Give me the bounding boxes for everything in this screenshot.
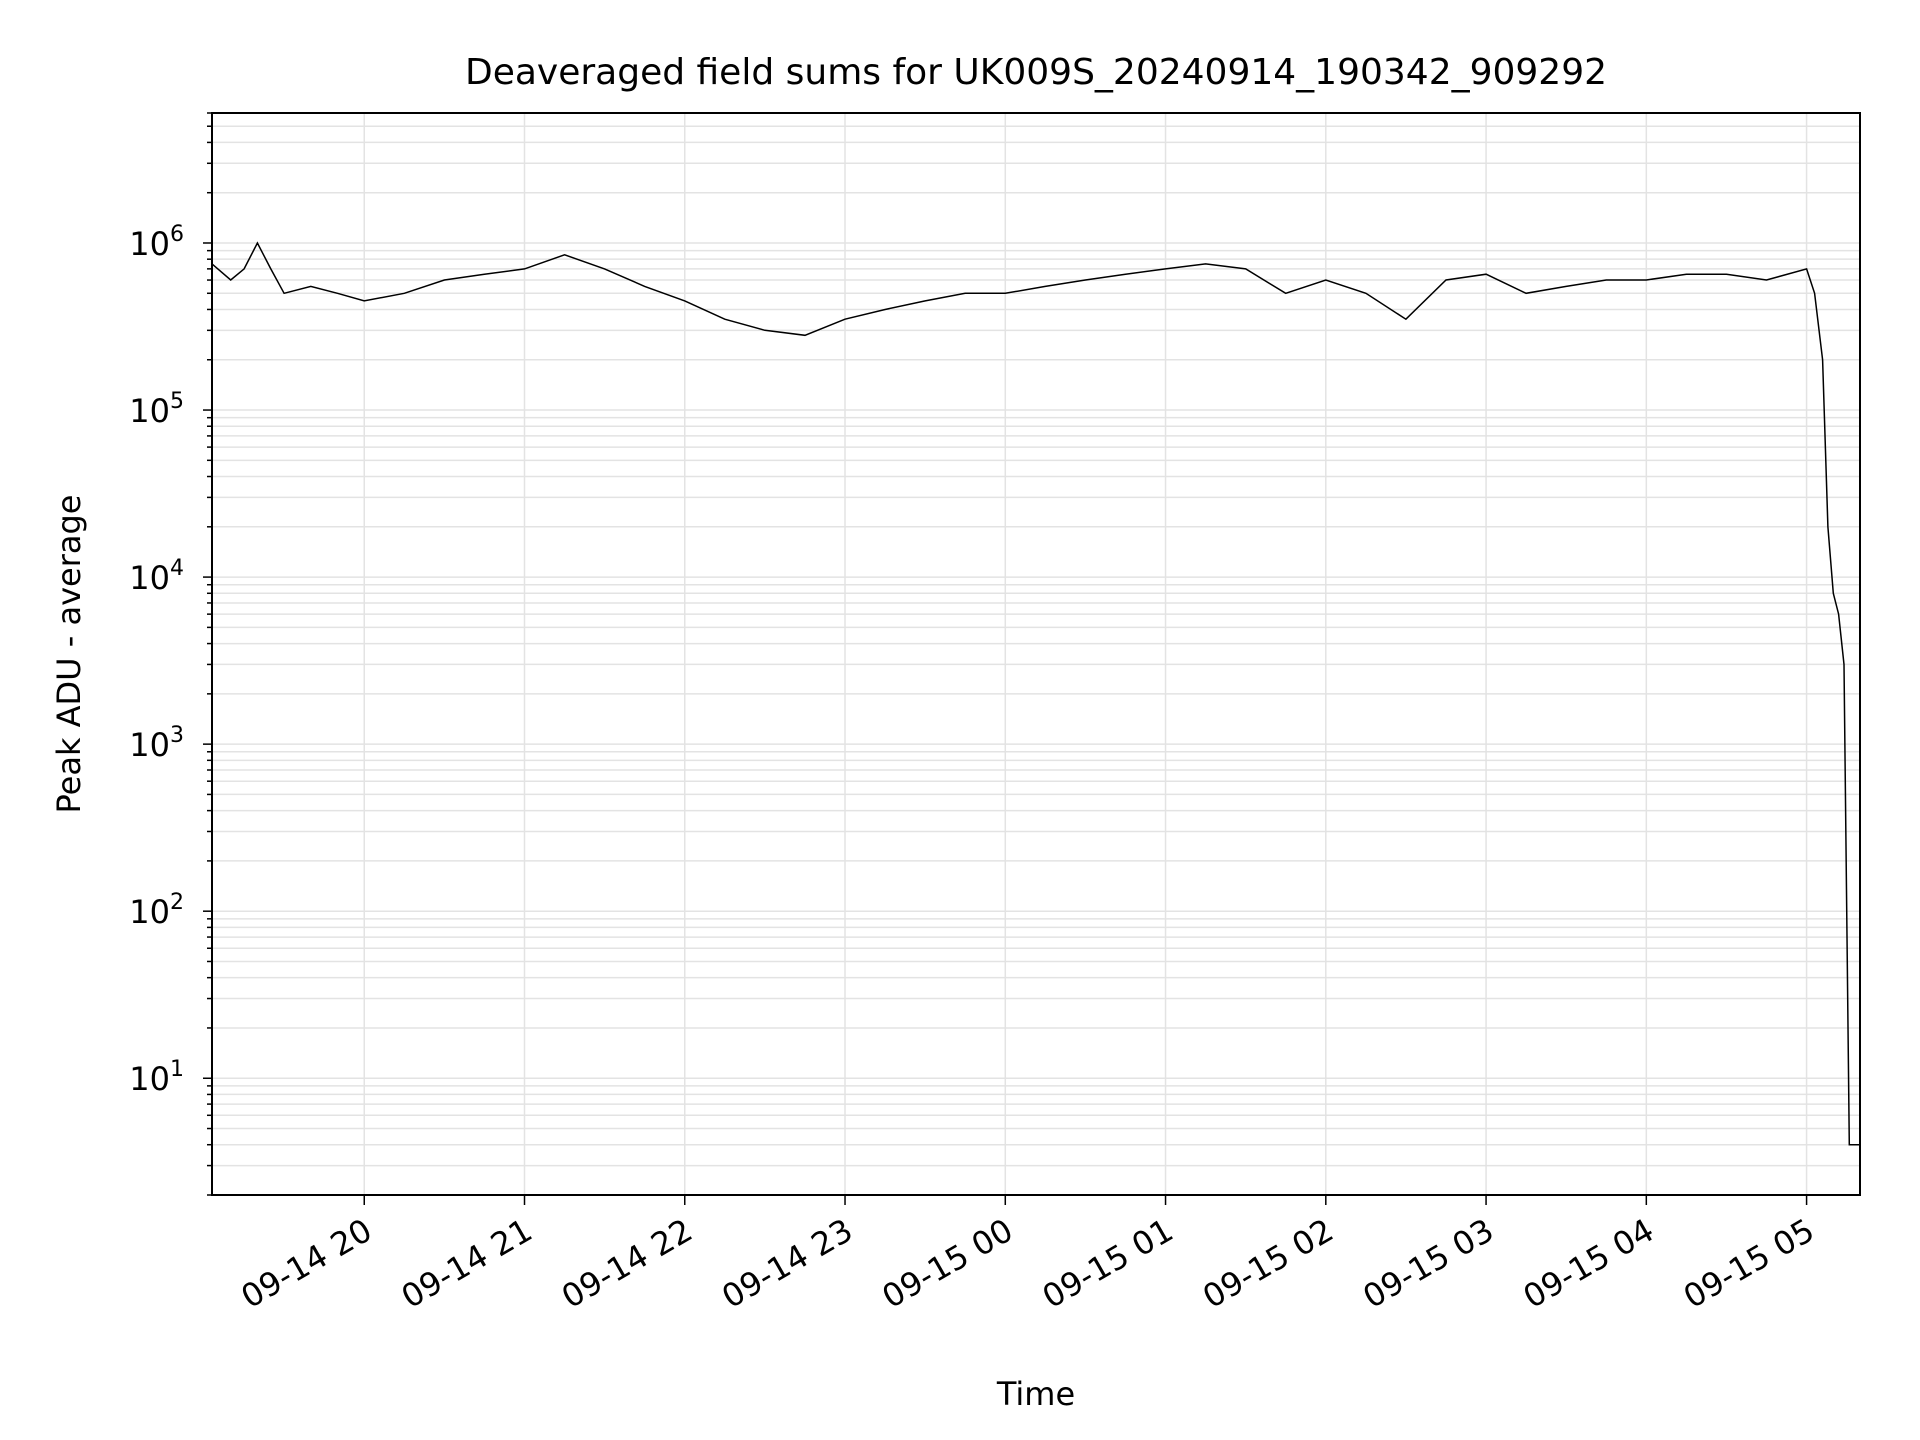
y-tick-label: 103 (129, 723, 184, 764)
y-tick-label: 106 (129, 222, 184, 263)
x-tick-label: 09-14 20 (235, 1211, 379, 1316)
x-tick-label: 09-14 23 (715, 1211, 859, 1316)
x-tick-label: 09-15 02 (1196, 1211, 1340, 1316)
x-tick-label: 09-15 05 (1677, 1211, 1821, 1316)
x-tick-label: 09-15 03 (1356, 1211, 1500, 1316)
series-layer (212, 241, 1860, 1146)
series-line-0 (212, 241, 1860, 1146)
y-tick-label: 101 (129, 1057, 184, 1098)
x-tick-label: 09-15 00 (876, 1211, 1020, 1316)
y-axis-label: Peak ADU - average (50, 495, 88, 814)
x-tick-label: 09-15 01 (1036, 1211, 1180, 1316)
y-tick-label: 102 (129, 890, 184, 931)
x-tick-label: 09-14 22 (555, 1211, 699, 1316)
x-tick-label: 09-15 04 (1517, 1211, 1661, 1316)
grid-layer (212, 112, 1860, 1196)
y-tick-label: 104 (129, 556, 184, 597)
y-tick-label: 105 (129, 389, 184, 430)
plot-frame (211, 112, 1861, 1196)
chart-title: Deaveraged field sums for UK009S_2024091… (465, 52, 1607, 93)
x-tick-label: 09-14 21 (395, 1211, 539, 1316)
x-axis-label: Time (996, 1375, 1075, 1413)
